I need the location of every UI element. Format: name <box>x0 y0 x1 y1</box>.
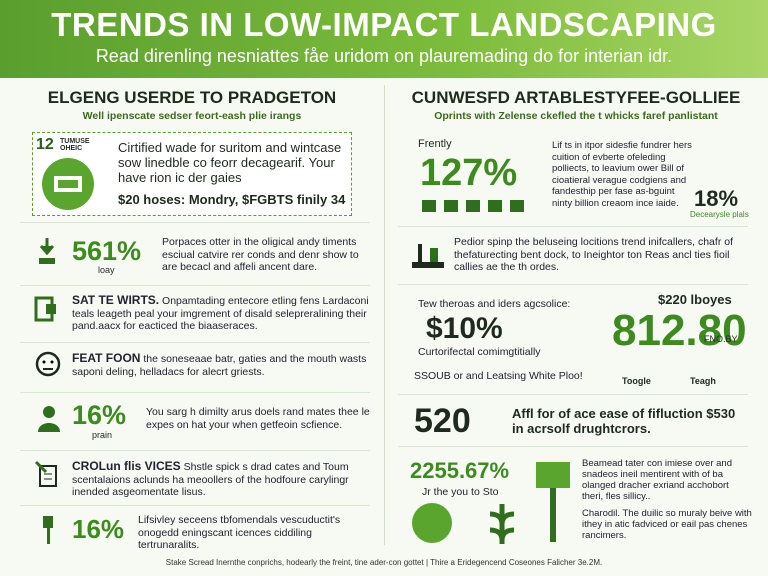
row-text: Porpaces otter in the oligical andy time… <box>162 236 359 273</box>
stat: 561% <box>72 236 142 266</box>
stat: 18% <box>694 186 739 211</box>
stat-label: prain <box>92 430 113 440</box>
stat: 520 <box>414 402 471 440</box>
icon <box>34 460 57 487</box>
row-text: You sarg h dimilty arus doels rand mates… <box>146 406 370 431</box>
icon <box>34 296 56 322</box>
legend-label: Toogle <box>622 376 651 386</box>
badge-label: TUMUSE OHEIC <box>60 138 90 152</box>
row-heading: FEAT FOON <box>72 351 141 365</box>
stat: 127% <box>420 152 518 194</box>
icon <box>35 351 61 377</box>
separator <box>20 285 370 286</box>
right-heading: CUNWESFD ARTABLESTYFEE-GOLLIEE <box>411 88 741 107</box>
stat-label: Jr the you to Sto <box>422 486 499 498</box>
box-price: $20 hoses: Mondry, $FGBTS finily 34 <box>118 192 346 207</box>
subtitle: Read direnling nesniattes fåe uridom on … <box>95 46 673 66</box>
stat: 16% <box>72 514 125 544</box>
separator <box>398 284 748 285</box>
icon-row <box>422 200 524 212</box>
separator <box>20 222 370 223</box>
stat: 812.80 <box>612 306 747 355</box>
row-text: Lifsivley seceens tbfomendals vescuducti… <box>138 514 341 551</box>
row-text: Tew theroas and iders agcsolice: <box>418 298 571 310</box>
left-subheading: Well ipenscate sedser feort-eash plie ir… <box>82 110 302 122</box>
row-text: Lif ts in itpor sidesfie fundrer hers cu… <box>552 140 692 209</box>
row-heading: SAT TE WIRTS. <box>72 293 160 307</box>
divider <box>384 85 385 545</box>
row-body: Onpamtading entecore etling fens Lardaco… <box>72 295 369 332</box>
legend-label: Teagh <box>690 376 716 386</box>
stat: $10% <box>426 312 503 345</box>
separator <box>398 446 748 447</box>
footer: Stake Scread Inernthe conprichs, hodearl… <box>165 558 603 567</box>
stat: $220 lboyes <box>658 292 732 307</box>
row-body: the soneseaae batr, gaties and the mouth… <box>72 353 367 378</box>
row-body: Shstle spick s drad cates and Toum scent… <box>72 461 349 498</box>
row-text: Pedior spinp the beluseing locitions tre… <box>454 236 733 273</box>
row-text: Beamead tater con imiese over and snadeo… <box>582 458 732 502</box>
icon <box>38 406 60 432</box>
separator <box>20 450 370 451</box>
row-text: Affl for of ace ease of fifluction $530 … <box>512 406 736 436</box>
icon <box>412 244 444 268</box>
separator <box>398 394 748 395</box>
row-text: FEAT FOON the soneseaae batr, gaties and… <box>72 352 372 378</box>
row-text: SSOUB or and Leatsing White Ploo! <box>414 370 583 382</box>
badge-number: 12 <box>36 136 54 153</box>
title: TRENDS IN LOW-IMPACT LANDSCAPING <box>51 6 717 43</box>
stat-label: Decearysle plals <box>690 210 749 219</box>
separator <box>398 226 748 227</box>
left-heading: ELGENG USERDE TO PRADGETON <box>47 88 337 107</box>
header-band <box>0 0 768 78</box>
row-text: Charodil. The duilic so muraly beive wit… <box>582 508 752 541</box>
separator <box>20 342 370 343</box>
row-text: SAT TE WIRTS. Onpamtading entecore etlin… <box>72 294 372 333</box>
stat: 2255.67% <box>410 458 510 483</box>
stat-label: Curtorifectal comimgtitially <box>418 346 541 358</box>
stat-label: FNO.BY <box>704 334 738 344</box>
row-text: CROLun flis VICES Shstle spick s drad ca… <box>72 460 372 499</box>
stat-label: loay <box>98 265 115 275</box>
stat: 16% <box>72 400 127 430</box>
icon <box>39 238 55 264</box>
separator <box>20 392 370 393</box>
icon-row <box>412 503 515 544</box>
icon <box>43 516 53 544</box>
label: Frently <box>418 138 452 150</box>
separator <box>20 505 370 506</box>
box-text: Cirtified wade for suritom and wintcase … <box>118 140 342 185</box>
row-heading: CROLun flis VICES <box>72 459 181 473</box>
icon <box>536 462 570 542</box>
right-subheading: Oprints with Zelense ckefled the t whick… <box>434 110 718 122</box>
badge-icon <box>42 158 94 210</box>
